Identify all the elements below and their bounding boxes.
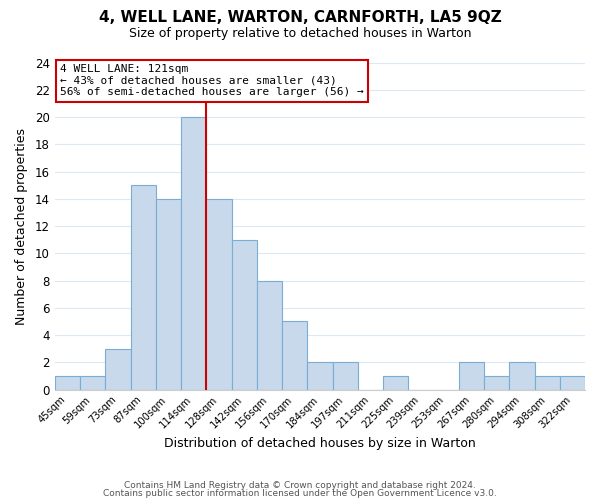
Bar <box>55 376 80 390</box>
Bar <box>484 376 509 390</box>
Bar <box>232 240 257 390</box>
Text: Size of property relative to detached houses in Warton: Size of property relative to detached ho… <box>129 28 471 40</box>
Bar <box>509 362 535 390</box>
Bar <box>257 280 282 390</box>
Bar <box>332 362 358 390</box>
Text: Contains public sector information licensed under the Open Government Licence v3: Contains public sector information licen… <box>103 488 497 498</box>
Bar <box>282 322 307 390</box>
Bar <box>459 362 484 390</box>
Y-axis label: Number of detached properties: Number of detached properties <box>15 128 28 324</box>
Bar <box>383 376 408 390</box>
Bar <box>181 117 206 390</box>
Text: Contains HM Land Registry data © Crown copyright and database right 2024.: Contains HM Land Registry data © Crown c… <box>124 481 476 490</box>
Bar <box>156 199 181 390</box>
Bar <box>106 348 131 390</box>
X-axis label: Distribution of detached houses by size in Warton: Distribution of detached houses by size … <box>164 437 476 450</box>
Bar <box>80 376 106 390</box>
Bar <box>560 376 585 390</box>
Text: 4, WELL LANE, WARTON, CARNFORTH, LA5 9QZ: 4, WELL LANE, WARTON, CARNFORTH, LA5 9QZ <box>98 10 502 25</box>
Text: 4 WELL LANE: 121sqm
← 43% of detached houses are smaller (43)
56% of semi-detach: 4 WELL LANE: 121sqm ← 43% of detached ho… <box>60 64 364 98</box>
Bar <box>535 376 560 390</box>
Bar <box>206 199 232 390</box>
Bar <box>307 362 332 390</box>
Bar <box>131 185 156 390</box>
